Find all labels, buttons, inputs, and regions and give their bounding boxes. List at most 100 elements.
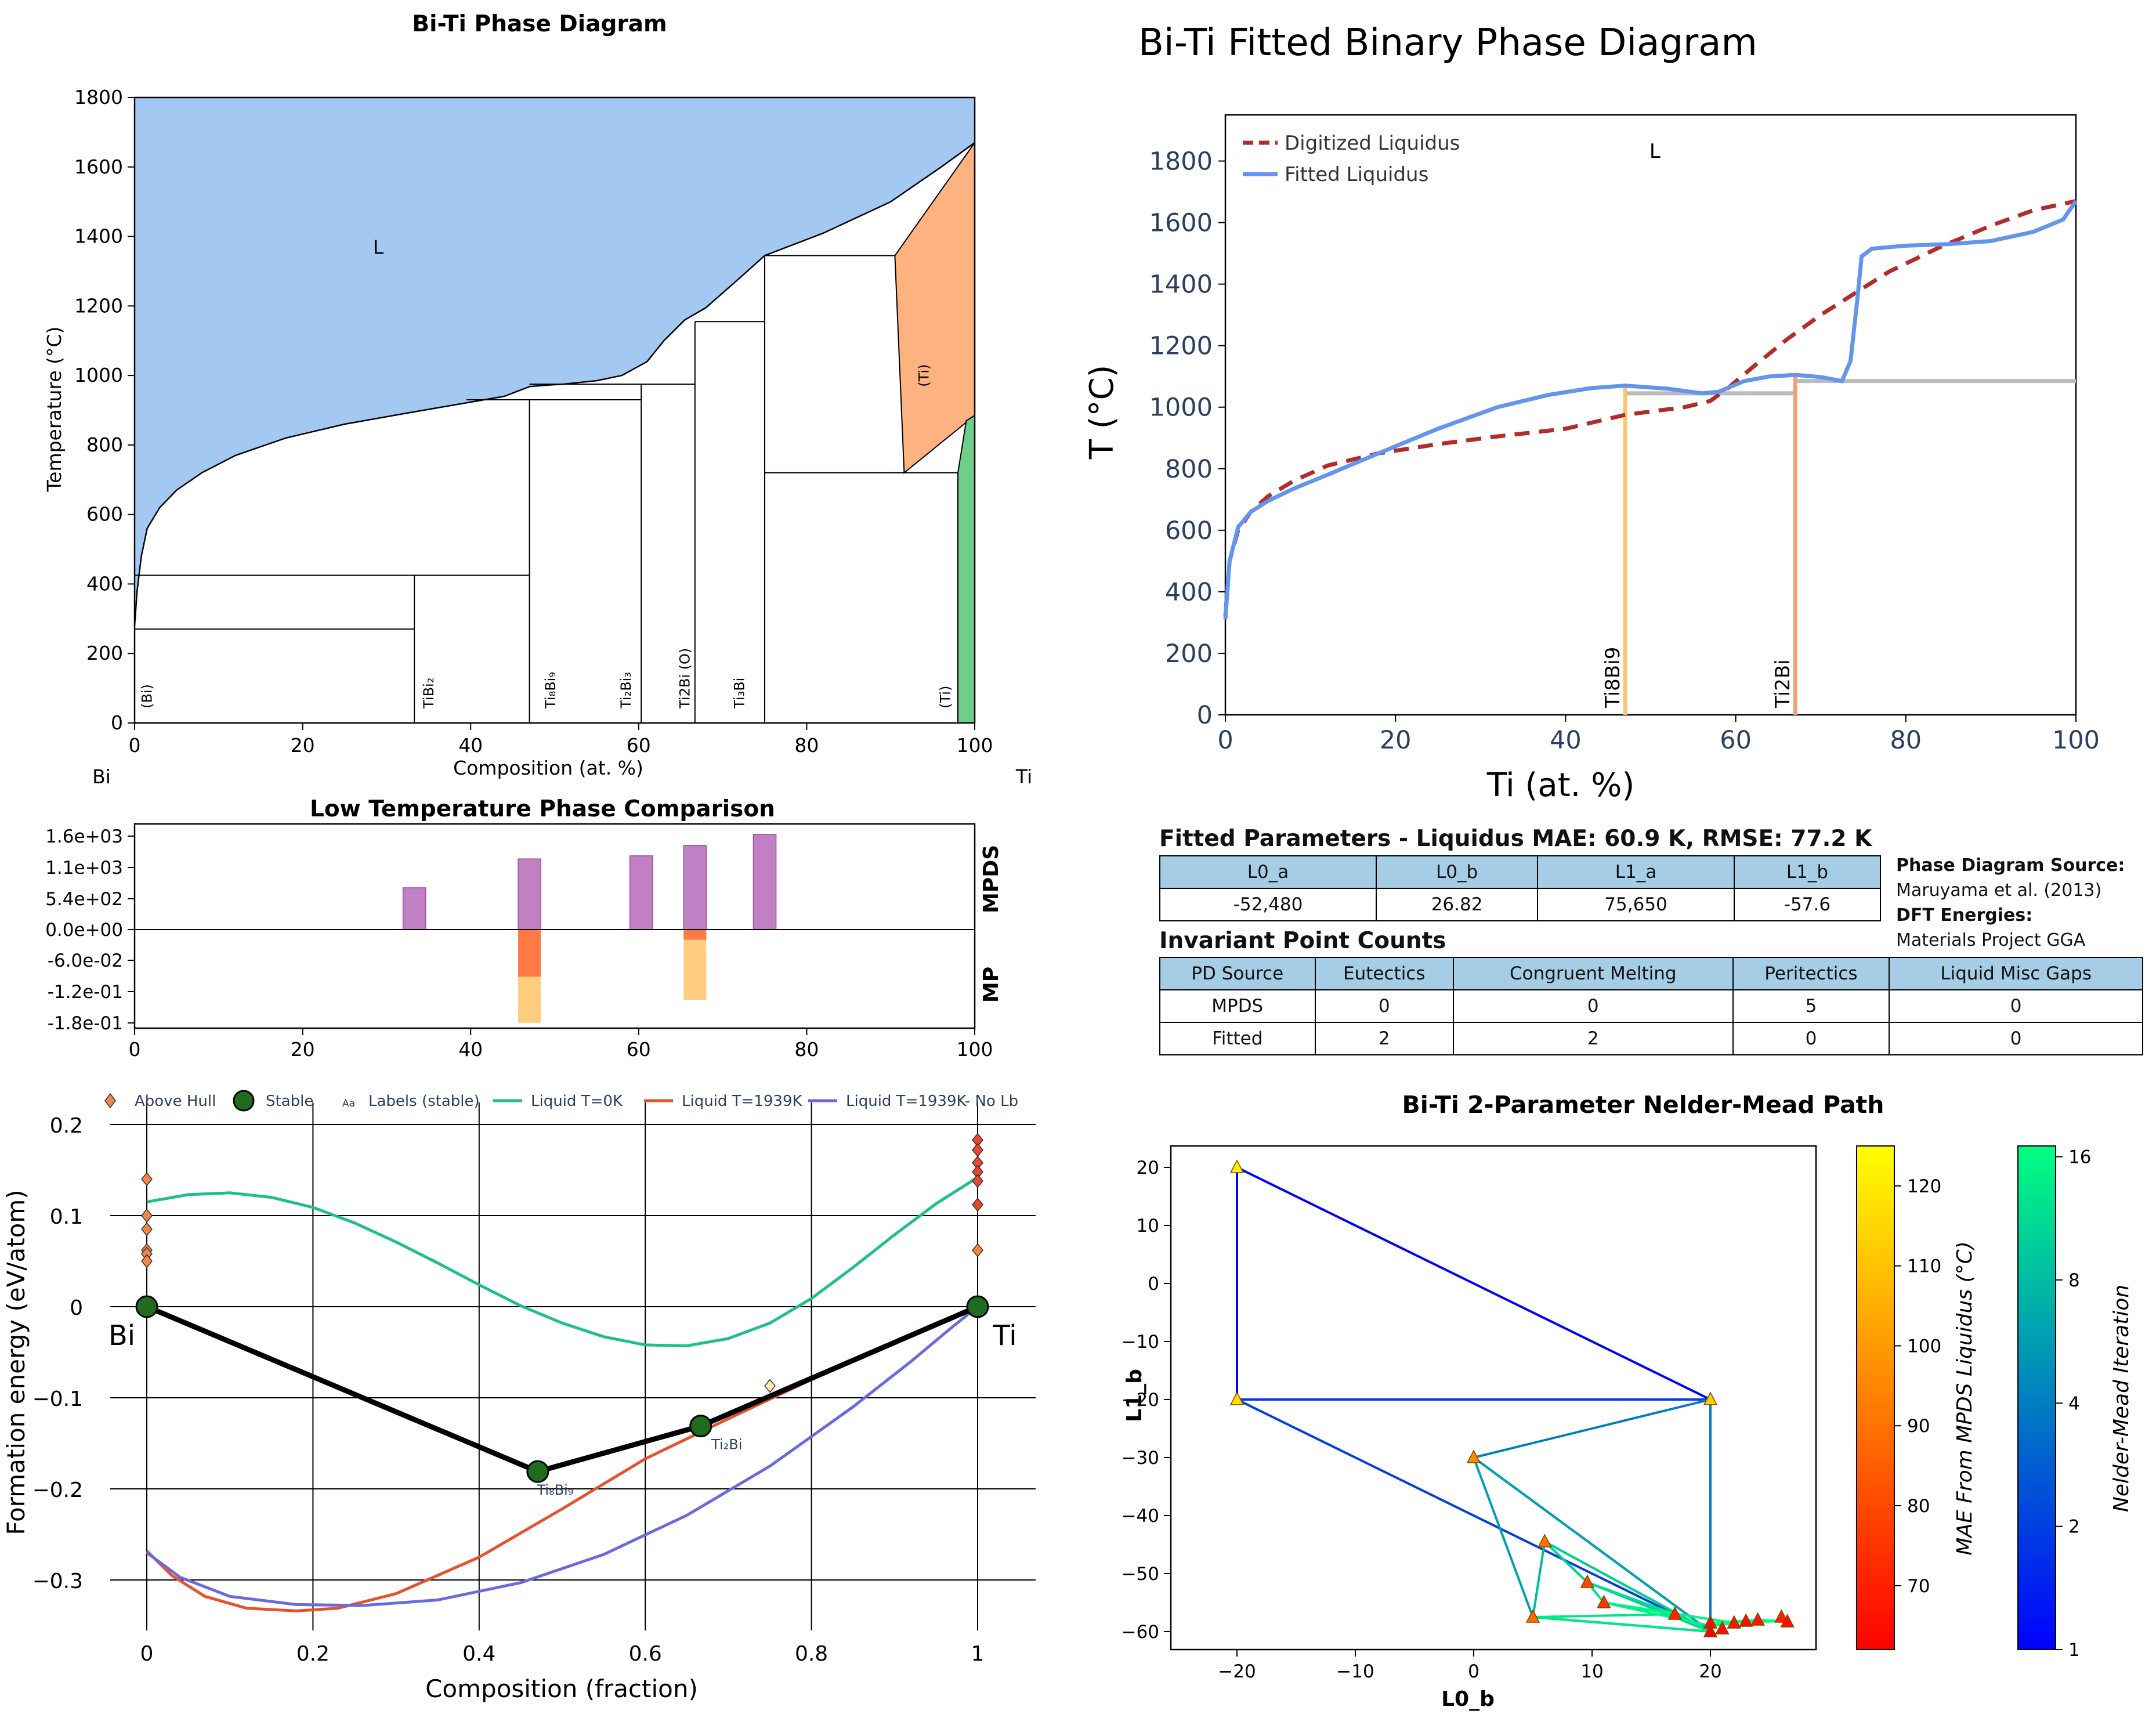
legend-stable-label: Stable xyxy=(266,1093,313,1110)
formation-ylabel: Formation energy (eV/atom) xyxy=(2,1189,30,1535)
y-tick-label: 0 xyxy=(70,1296,83,1320)
y-tick-label: 1.1e+03 xyxy=(45,858,123,878)
legend-nolb-label: Liquid T=1939K- No Lb xyxy=(846,1093,1018,1110)
y-tick-label: −0.3 xyxy=(32,1570,83,1593)
legend-t1939-label: Liquid T=1939K xyxy=(682,1093,803,1110)
pd-source-label: Phase Diagram Source: xyxy=(1896,855,2125,876)
colorbar-mae-tick-label: 90 xyxy=(1907,1416,1930,1437)
y-tick-label: 0 xyxy=(1148,1274,1159,1294)
simplex-vertex-marker xyxy=(1229,1391,1245,1405)
invariant-cell: 0 xyxy=(1732,1022,1890,1055)
y-tick-label: −50 xyxy=(1122,1564,1159,1585)
invariant-cell: 0 xyxy=(1314,989,1455,1023)
fitted-params-header: L0_b xyxy=(1375,855,1539,889)
phase-label: Ti₃Bi xyxy=(732,678,748,709)
x-tick-label: 20 xyxy=(1699,1661,1721,1682)
y-tick-label: -1.2e-01 xyxy=(48,982,123,1003)
stable-label: Ti₂Bi xyxy=(711,1437,742,1453)
x-tick-label: 0 xyxy=(1468,1661,1479,1682)
y-tick-label: 1200 xyxy=(74,294,123,317)
y-tick-label: −20 xyxy=(1122,1390,1159,1411)
y-tick-label: 20 xyxy=(1137,1158,1159,1178)
liquid-label: L xyxy=(1649,140,1661,163)
simplex-vertex-marker xyxy=(1727,1615,1742,1629)
compound-label: Ti8Bi9 xyxy=(1601,647,1625,708)
x-tick-label: 0 xyxy=(1217,726,1233,755)
x-tick-label: 20 xyxy=(291,1038,315,1061)
y-tick-label: 1400 xyxy=(1149,270,1213,299)
y-tick-label: 200 xyxy=(86,642,123,664)
low-temp-mp-label: MP xyxy=(979,967,1003,1003)
invariant-cell: 0 xyxy=(1889,1022,2143,1055)
formation-xlabel: Composition (fraction) xyxy=(425,1675,698,1703)
x-tick-label: 0.4 xyxy=(462,1642,495,1666)
mp-bar-lower xyxy=(518,977,541,1023)
x-tick-label: 40 xyxy=(458,734,483,757)
invariant-cell: 5 xyxy=(1732,989,1890,1023)
ti-phase-label: (Ti) xyxy=(916,364,932,386)
above-hull-point xyxy=(972,1142,983,1158)
phase-diagram-frame xyxy=(133,96,976,724)
fitted-params-value: 26.82 xyxy=(1375,888,1539,921)
x-tick-label: 0.2 xyxy=(296,1642,330,1666)
y-tick-label: 400 xyxy=(1165,578,1213,607)
digitized-liquidus-line xyxy=(1223,199,2077,617)
y-tick-label: -6.0e-02 xyxy=(48,950,123,971)
fitted-params-value: 75,650 xyxy=(1537,888,1735,921)
simplex-vertex-marker xyxy=(1229,1159,1245,1173)
invariant-cell: 2 xyxy=(1453,1022,1734,1055)
nelder-mead-frame xyxy=(1170,1145,1817,1651)
phase-label: (Ti) xyxy=(937,686,953,708)
y-tick-label: -1.8e-01 xyxy=(48,1013,123,1034)
x-tick-label: 60 xyxy=(627,734,651,757)
y-tick-label: 1800 xyxy=(74,86,123,109)
above-hull-point xyxy=(141,1254,153,1268)
invariant-header: Liquid Misc Gaps xyxy=(1889,957,2143,990)
invariant-header: Eutectics xyxy=(1314,957,1455,990)
colorbar-iteration-tick-label: 16 xyxy=(2068,1147,2091,1168)
legend-above-hull-marker xyxy=(104,1093,116,1109)
above-hull-point xyxy=(141,1172,153,1187)
liquid-region xyxy=(135,97,975,626)
y-tick-label: 5.4e+02 xyxy=(45,889,123,910)
x-tick-label: 80 xyxy=(794,1038,819,1061)
dft-energies-value: Materials Project GGA xyxy=(1896,930,2086,950)
above-hull-point xyxy=(141,1208,153,1223)
invariant-cell: 2 xyxy=(1314,1022,1455,1055)
phase-label: (Bi) xyxy=(139,684,155,708)
nelder-mead-ylabel: L1_b xyxy=(1123,1369,1146,1422)
ti-endpoint-label: Ti xyxy=(992,1319,1016,1352)
y-tick-label: −0.1 xyxy=(32,1387,83,1411)
liquid-t1939-curve xyxy=(146,1305,978,1612)
y-tick-label: 600 xyxy=(1165,516,1213,545)
source-info: Phase Diagram Source: Maruyama et al. (2… xyxy=(1896,853,2125,953)
y-tick-label: 800 xyxy=(1165,455,1213,484)
liquid-label: L xyxy=(373,236,384,259)
colorbar-mae-tick-label: 110 xyxy=(1907,1256,1941,1277)
invariant-cell: MPDS xyxy=(1159,989,1316,1023)
simplex-vertex-marker xyxy=(1667,1606,1683,1620)
x-tick-label: 0 xyxy=(129,734,141,757)
x-tick-label: 80 xyxy=(1890,726,1922,755)
invariant-counts-title: Invariant Point Counts xyxy=(1159,928,1446,954)
invariant-header: Congruent Melting xyxy=(1453,957,1734,990)
invariant-header: PD Source xyxy=(1159,957,1316,990)
phase-diagram-right-element: Ti xyxy=(1015,765,1032,788)
x-tick-label: −20 xyxy=(1218,1661,1256,1682)
ti-low-region xyxy=(958,415,975,723)
phase-label: Ti₈Bi₉ xyxy=(542,672,559,709)
fitted-params-header: L1_b xyxy=(1733,855,1882,889)
formation-energy-plot: −0.3 −0.2 −0.1 0 0.1 0.2 0 0.2 0.4 0.6 0.8 1 Bi Ti Ti₈… xyxy=(32,1090,1036,1666)
y-tick-label: 0 xyxy=(1197,701,1213,730)
colorbar-mae xyxy=(1856,1145,1895,1650)
stable-point xyxy=(966,1295,989,1318)
above-hull-point xyxy=(972,1174,983,1188)
invariant-cell: 0 xyxy=(1889,989,2143,1023)
simplex-triangle xyxy=(1544,1541,1711,1633)
mpds-bar xyxy=(629,855,653,930)
liquid-t0-curve xyxy=(146,1176,979,1348)
low-temp-frame xyxy=(133,823,976,1029)
fitted-diagram-title: Bi-Ti Fitted Binary Phase Diagram xyxy=(1138,21,1757,64)
x-tick-label: 100 xyxy=(957,734,993,757)
